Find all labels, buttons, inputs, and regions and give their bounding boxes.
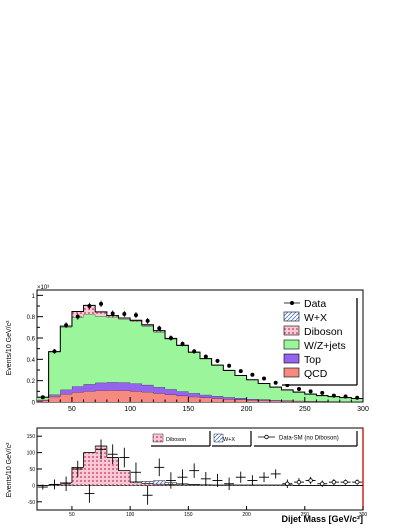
legend-swatch-wzjets — [283, 339, 300, 350]
legend-swatch-qcd — [283, 367, 300, 378]
residual-point — [285, 481, 290, 486]
data-point — [99, 301, 104, 306]
main-y-tick-label: 0 — [32, 401, 36, 407]
data-point — [180, 341, 185, 346]
legend-swatch-diboson — [283, 325, 300, 336]
legend-residual-box — [254, 431, 358, 446]
data-point — [227, 363, 232, 368]
data-point — [133, 313, 138, 318]
data-point — [308, 389, 313, 394]
data-point — [331, 393, 336, 398]
data-point — [145, 318, 150, 323]
data-point — [203, 354, 208, 359]
series-qcd-area — [37, 390, 363, 402]
data-point — [52, 349, 57, 354]
data-point — [75, 314, 80, 319]
main-x-tick-label: 100 — [124, 406, 136, 413]
residual-legend: Diboson W+X Data-SM (no Diboson) — [151, 431, 358, 447]
data-point — [87, 304, 92, 308]
data-point — [122, 312, 127, 316]
main-axes: 50 100 150 200 250 300 0 0.2 0.4 0.6 0.8 1 — [27, 294, 369, 413]
residual-y-tick-label: 0 — [32, 483, 35, 489]
legend-label-top: Top — [304, 354, 321, 366]
legend-label-data: Data — [304, 298, 326, 310]
residual-point — [308, 478, 313, 483]
data-point — [168, 336, 173, 340]
legend-label-diboson: Diboson — [166, 437, 186, 443]
residual-histograms — [37, 445, 363, 486]
data-point — [262, 376, 267, 381]
residual-y-tick-label: 150 — [27, 434, 36, 440]
data-point — [192, 349, 197, 354]
residual-point — [331, 479, 337, 485]
data-point — [40, 395, 45, 400]
data-point — [215, 358, 220, 363]
residual-y-tick-label: 50 — [29, 467, 35, 473]
data-point — [250, 372, 255, 377]
legend-residual-marker — [264, 434, 269, 440]
data-point — [238, 369, 243, 374]
data-point — [320, 390, 325, 395]
legend-label-residual: Data-SM (no Diboson) — [279, 436, 339, 442]
residual-y-axis-label: Events/10 GeV/c² — [6, 442, 13, 498]
main-y-tick-label: 0.6 — [27, 337, 36, 343]
series-wx-outline — [37, 304, 363, 399]
legend-label-wx: W+X — [223, 437, 235, 443]
data-point — [64, 323, 69, 328]
main-y-tick-label: 1 — [32, 294, 36, 300]
main-y-tick-label: 0.2 — [27, 379, 36, 385]
residual-x-tick-label: 150 — [184, 512, 193, 518]
legend-label-qcd: QCD — [304, 368, 328, 380]
legend-label-wx: W+X — [304, 312, 327, 324]
legend-diboson-box — [151, 431, 211, 446]
residual-x-tick-label: 200 — [242, 512, 251, 518]
data-point — [157, 326, 162, 331]
legend-swatch-wx — [283, 311, 300, 322]
series-top-area — [37, 382, 363, 402]
data-point — [273, 380, 278, 385]
data-point — [343, 394, 348, 399]
y-multiplier-label: ×10³ — [37, 285, 49, 291]
main-x-tick-label: 300 — [357, 406, 369, 413]
residual-point — [343, 479, 348, 485]
residual-x-tick-label: 250 — [301, 512, 310, 518]
data-point — [296, 386, 301, 391]
x-axis-label: Dijet Mass [GeV/c²] — [281, 514, 363, 524]
main-legend: Data W+X Diboson W/Z+jets Top QCD — [281, 297, 359, 386]
residual-y-tick-label: 100 — [27, 451, 36, 457]
legend-label-wzjets: W/Z+jets — [304, 340, 346, 352]
legend-label-diboson: Diboson — [304, 326, 343, 338]
main-panel: 50 100 150 200 250 300 0 0.2 0.4 0.6 0.8 1 ×10³ Eve… — [6, 285, 369, 413]
main-x-tick-label: 50 — [68, 406, 76, 413]
legend-swatch-top — [283, 353, 300, 364]
residual-wx-hist — [37, 445, 363, 486]
main-x-tick-label: 200 — [241, 406, 253, 413]
legend-data-marker — [290, 301, 294, 305]
residual-y-tick-label: -50 — [28, 500, 35, 506]
legend-swatch-diboson — [152, 433, 164, 443]
main-y-axis-label: Events/10 GeV/c² — [6, 320, 13, 376]
residual-x-tick-label: 300 — [359, 512, 368, 518]
residual-x-tick-label: 100 — [126, 512, 135, 518]
residual-point — [354, 479, 360, 485]
main-y-tick-label: 0.8 — [27, 315, 36, 321]
residual-points — [37, 439, 363, 505]
residual-point — [296, 479, 302, 485]
residual-panel: 50 100 150 200 250 300 -50 0 50 100 150 Events/10 … — [6, 427, 368, 524]
main-y-tick-label: 0.4 — [27, 358, 36, 364]
residual-axes: 50 100 150 200 250 300 -50 0 50 100 150 — [27, 434, 368, 518]
main-x-tick-label: 150 — [183, 406, 195, 413]
data-point — [110, 311, 115, 316]
data-point — [355, 395, 360, 400]
legend-swatch-wx — [213, 433, 224, 443]
residual-point — [320, 481, 325, 486]
main-x-tick-label: 250 — [299, 406, 311, 413]
stacked-histograms — [37, 304, 363, 403]
data-points — [40, 300, 360, 400]
residual-x-tick-label: 50 — [69, 512, 75, 518]
